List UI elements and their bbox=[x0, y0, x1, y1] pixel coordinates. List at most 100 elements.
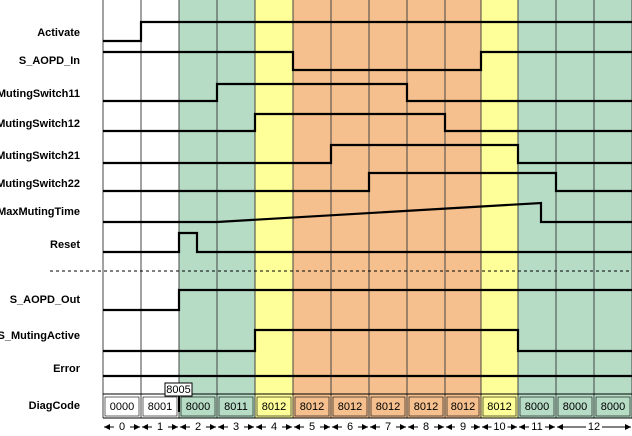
arrow-head bbox=[474, 424, 480, 430]
code-cell bbox=[218, 396, 254, 417]
signal-label: S_AOPD_In bbox=[19, 55, 80, 67]
arrow-head bbox=[172, 424, 178, 430]
waveform bbox=[103, 328, 632, 353]
phase-background bbox=[594, 0, 632, 418]
diag-code: 8012 bbox=[338, 401, 362, 413]
signal-label: DiagCode bbox=[29, 400, 80, 412]
arrow-head bbox=[218, 424, 224, 430]
arrow-head bbox=[519, 424, 525, 430]
signal-label: MutingSwitch12 bbox=[0, 118, 80, 130]
phase-background bbox=[255, 0, 293, 418]
phase-background bbox=[179, 0, 217, 418]
step-label: 9 bbox=[460, 421, 466, 433]
waveform bbox=[103, 82, 632, 103]
waveform bbox=[103, 50, 632, 72]
code-cell bbox=[256, 396, 292, 417]
step-label-bg bbox=[529, 421, 545, 433]
arrow-head bbox=[557, 424, 563, 430]
step-label: 11 bbox=[531, 421, 542, 433]
step-label: 7 bbox=[385, 421, 391, 433]
phase-background bbox=[141, 0, 179, 418]
signal-label: S_AOPD_Out bbox=[10, 294, 81, 306]
code-cell bbox=[482, 396, 517, 417]
arrow-head bbox=[482, 424, 488, 430]
waveform bbox=[103, 112, 632, 133]
step-label: 1 bbox=[157, 421, 163, 433]
waveform bbox=[103, 288, 632, 312]
code-cell bbox=[595, 396, 631, 417]
step-label-bg bbox=[586, 421, 602, 433]
arrow-head bbox=[511, 424, 517, 430]
step-label-bg bbox=[190, 421, 206, 433]
signal-label: Error bbox=[53, 363, 81, 375]
diag-code: 8012 bbox=[451, 401, 475, 413]
arrow-head bbox=[134, 424, 140, 430]
code-cell bbox=[142, 396, 178, 417]
signal-label: MaxMutingTime bbox=[0, 206, 80, 218]
code-cell bbox=[294, 396, 330, 417]
arrow-head bbox=[256, 424, 262, 430]
popup-code: 8005 bbox=[166, 384, 190, 396]
diag-code: 8000 bbox=[563, 401, 587, 413]
diag-code: 8012 bbox=[300, 401, 324, 413]
arrow-head bbox=[142, 424, 148, 430]
waveform bbox=[103, 201, 632, 224]
step-label-bg bbox=[342, 421, 358, 433]
arrow-head bbox=[248, 424, 254, 430]
phase-background bbox=[293, 0, 331, 418]
phase-background bbox=[331, 0, 369, 418]
step-label: 0 bbox=[119, 421, 125, 433]
step-label: 5 bbox=[309, 421, 315, 433]
step-label-bg bbox=[491, 421, 508, 433]
diag-code: 8001 bbox=[148, 401, 172, 413]
signal-label: MutingSwitch22 bbox=[0, 178, 80, 190]
code-cell bbox=[557, 396, 593, 417]
arrow-head bbox=[324, 424, 330, 430]
signal-label: Reset bbox=[50, 239, 80, 251]
arrow-head bbox=[625, 424, 631, 430]
code-cell bbox=[446, 396, 480, 417]
diag-code: 8000 bbox=[525, 401, 549, 413]
code-cell bbox=[370, 396, 406, 417]
arrow-head bbox=[294, 424, 300, 430]
diag-code: 8011 bbox=[224, 401, 248, 413]
step-label: 8 bbox=[423, 421, 429, 433]
phase-background bbox=[518, 0, 556, 418]
diag-code: 8000 bbox=[186, 401, 210, 413]
step-label-bg bbox=[304, 421, 320, 433]
code-cell bbox=[104, 396, 140, 417]
waveform bbox=[103, 20, 632, 43]
diag-code: 8012 bbox=[414, 401, 438, 413]
step-label-bg bbox=[266, 421, 282, 433]
signal-label: Activate bbox=[37, 27, 80, 39]
signal-label: S_MutingActive bbox=[0, 330, 80, 342]
arrow-head bbox=[549, 424, 555, 430]
arrow-head bbox=[180, 424, 186, 430]
diag-code: 0000 bbox=[110, 401, 134, 413]
phase-background bbox=[556, 0, 594, 418]
arrow-head bbox=[446, 424, 452, 430]
arrow-head bbox=[104, 424, 110, 430]
phase-background bbox=[369, 0, 407, 418]
signal-label: MutingSwitch21 bbox=[0, 150, 80, 162]
arrow-head bbox=[408, 424, 414, 430]
step-label-bg bbox=[380, 421, 396, 433]
diag-code: 8000 bbox=[601, 401, 625, 413]
phase-background bbox=[481, 0, 518, 418]
arrow-head bbox=[362, 424, 368, 430]
step-label-bg bbox=[152, 421, 168, 433]
arrow-head bbox=[438, 424, 444, 430]
arrow-head bbox=[210, 424, 216, 430]
arrow-head bbox=[370, 424, 376, 430]
step-label-bg bbox=[455, 421, 471, 433]
arrow-head bbox=[286, 424, 292, 430]
step-label: 10 bbox=[493, 421, 505, 433]
arrow-head bbox=[400, 424, 406, 430]
waveform bbox=[103, 171, 632, 193]
signal-label: MutingSwitch11 bbox=[0, 88, 80, 100]
code-cell bbox=[180, 396, 216, 417]
step-label: 2 bbox=[195, 421, 201, 433]
waveform bbox=[103, 143, 632, 165]
step-label-bg bbox=[114, 421, 130, 433]
